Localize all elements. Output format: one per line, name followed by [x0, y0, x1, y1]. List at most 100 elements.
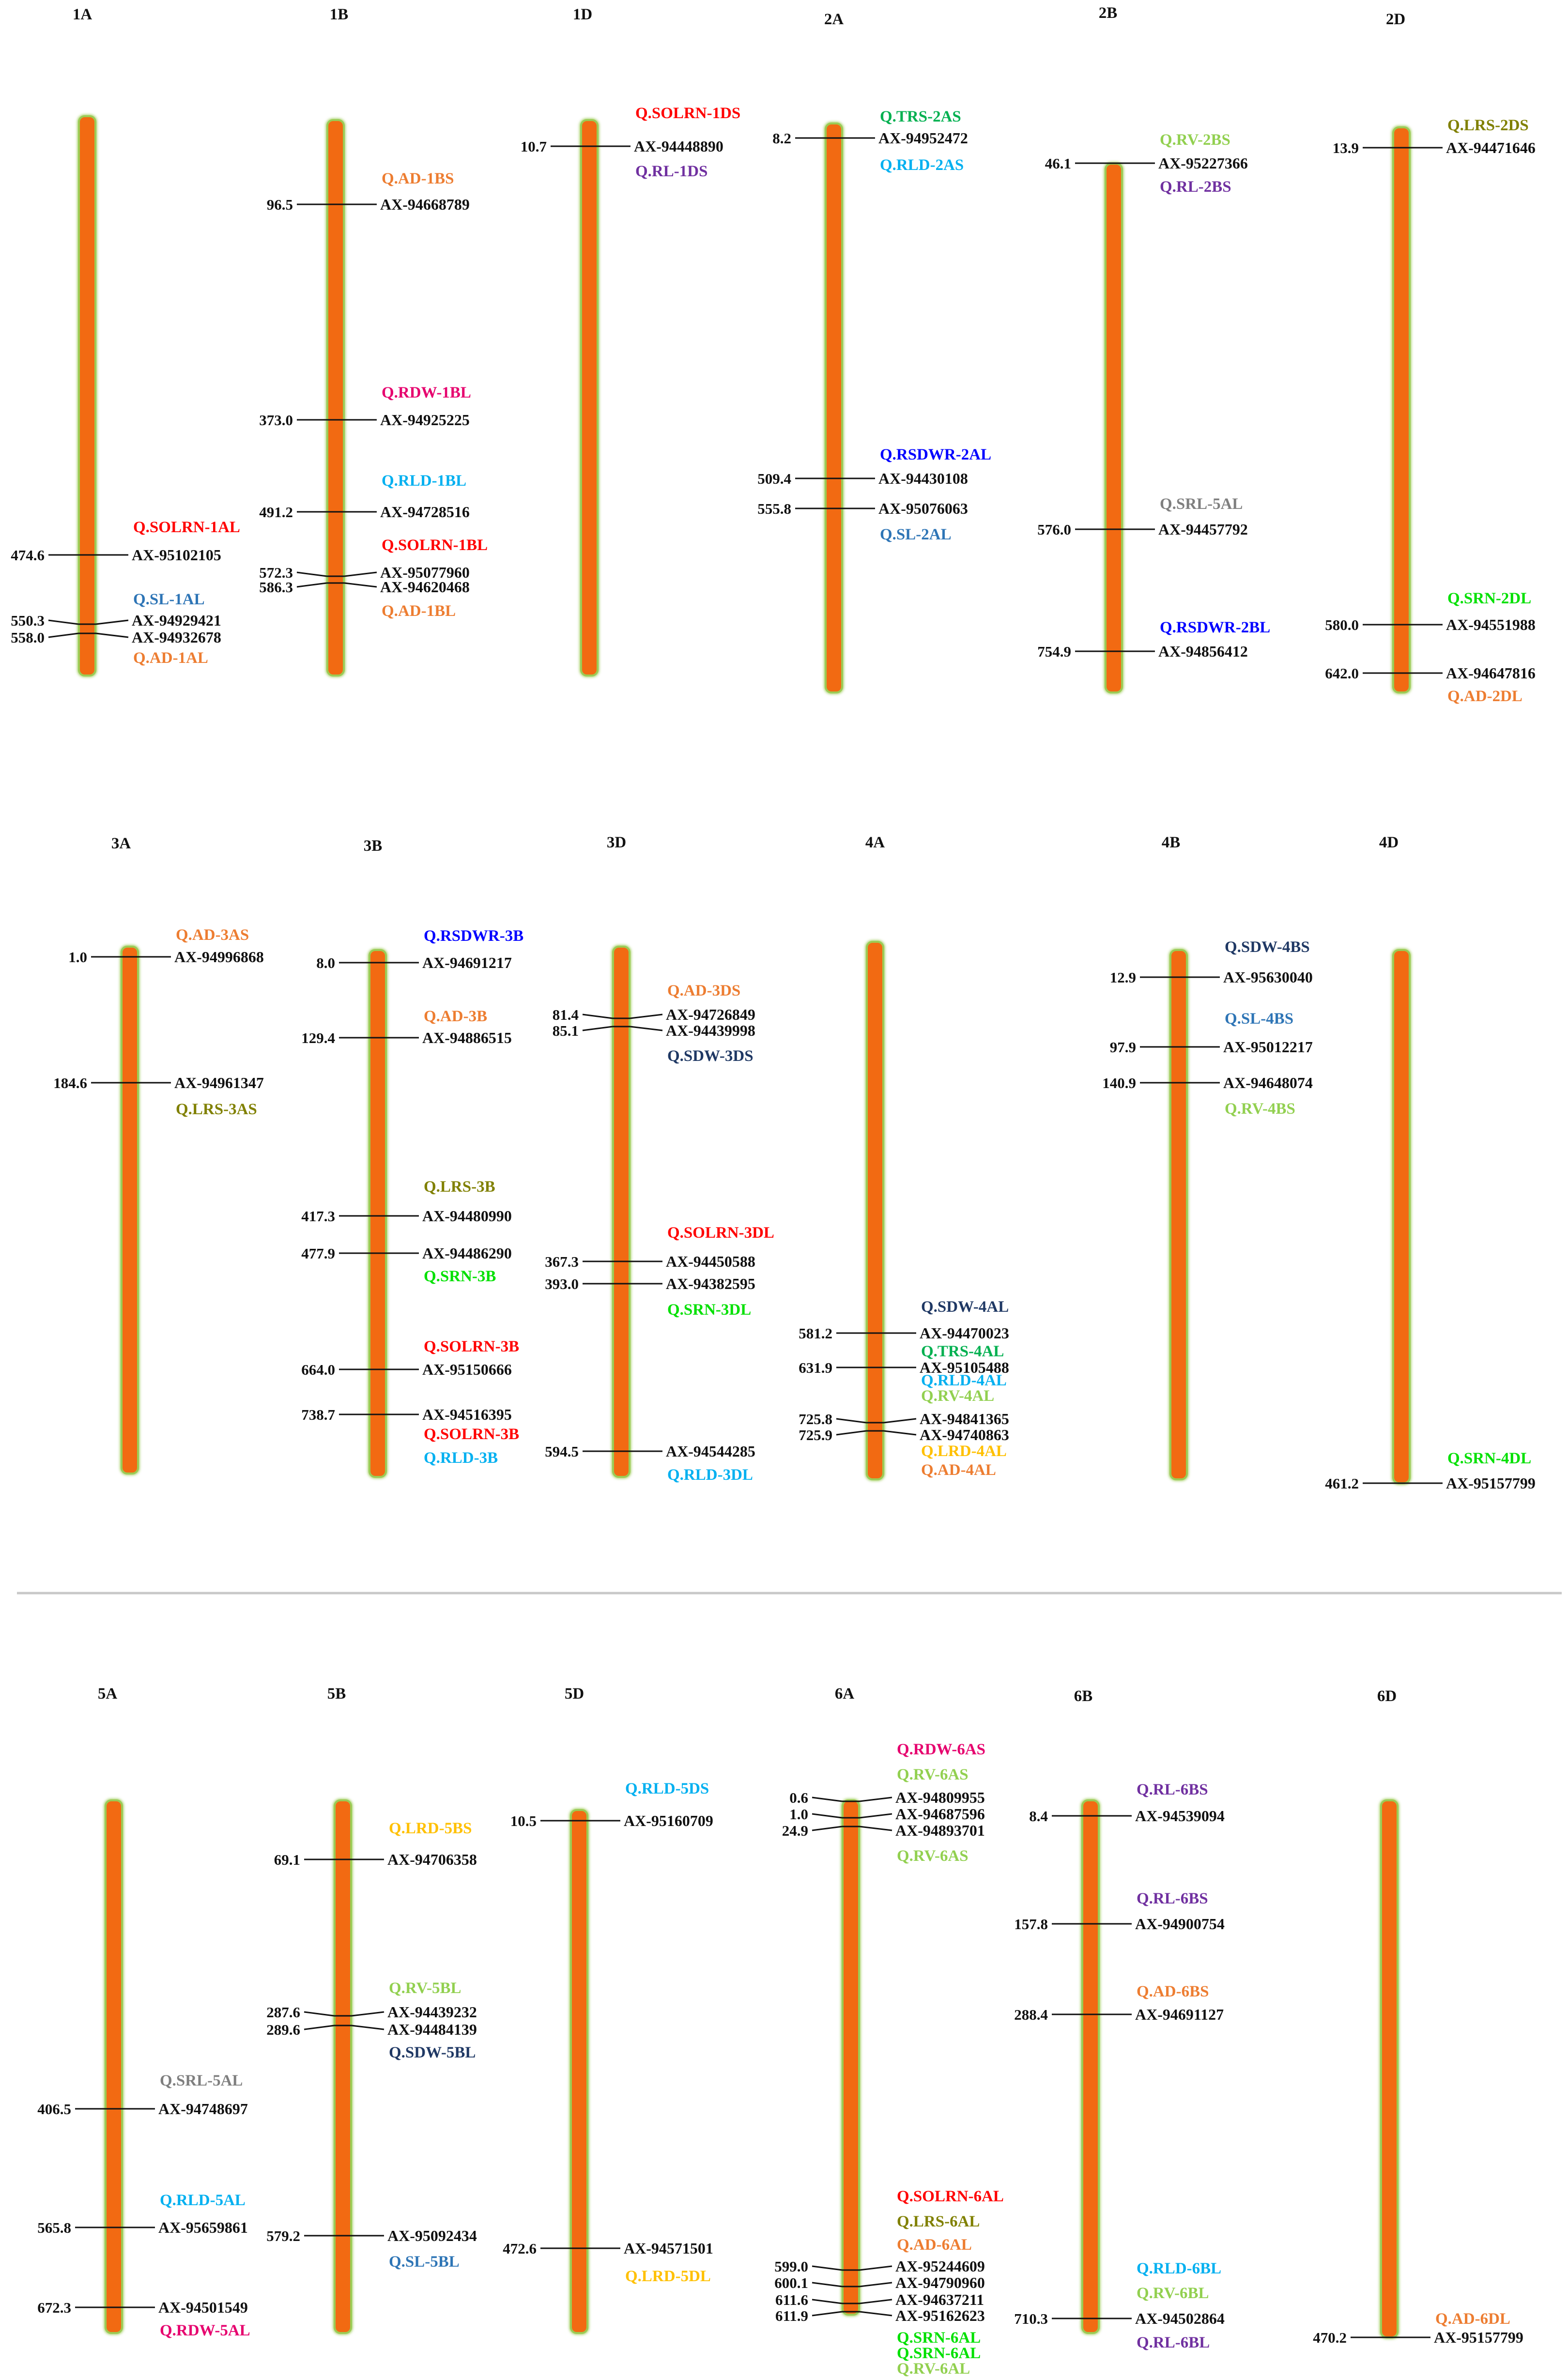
marker-name: AX-94740863: [920, 1426, 1009, 1443]
marker-position: 725.8: [799, 1411, 832, 1427]
qtl-label: Q.AD-4AL: [921, 1461, 996, 1479]
marker-name: AX-94748697: [158, 2100, 248, 2118]
qtl-label: Q.RLD-2AS: [880, 156, 964, 174]
chromosome-bar: [1081, 1799, 1100, 2334]
marker-name: AX-94484139: [387, 2021, 477, 2038]
qtl-label: Q.RLD-3DL: [667, 1466, 753, 1484]
marker-line-left: [836, 1430, 867, 1436]
qtl-label: Q.SRN-3DL: [667, 1301, 751, 1319]
marker-name: AX-94929421: [132, 612, 221, 629]
marker-name: AX-94790960: [895, 2274, 985, 2291]
marker-line-left: [812, 1813, 843, 1819]
chromosome-title: 5D: [565, 1685, 584, 1703]
marker-position: 96.5: [267, 196, 293, 213]
marker-name: AX-94571501: [624, 2240, 713, 2257]
marker-name: AX-94470023: [920, 1324, 1009, 1342]
marker-line-left: [812, 2282, 843, 2287]
marker-position: 287.6: [266, 2004, 300, 2021]
qtl-label: Q.RL-2BS: [1160, 178, 1231, 196]
marker-position: 97.9: [1110, 1039, 1136, 1056]
qtl-label: Q.SL-2AL: [880, 526, 952, 543]
marker-position: 69.1: [274, 1851, 300, 1868]
marker-name: AX-94439998: [666, 1022, 755, 1039]
qtl-label: Q.SDW-4BS: [1225, 938, 1310, 956]
marker-position: 631.9: [799, 1359, 832, 1376]
marker-name: AX-94856412: [1158, 643, 1248, 660]
chromosome-2D: 2D 13.9 AX-94471646 580.0 AX-94551988 642.0 AX…: [1325, 11, 1536, 705]
marker-line-left: [812, 2265, 843, 2271]
qtl-label: Q.AD-3DS: [667, 982, 740, 999]
chromosome-bar: [580, 119, 599, 676]
chromosome-1A: 1A 474.6 AX-95102105 550.3 AX-94929421 558.0 A…: [11, 6, 240, 677]
marker-name: AX-95160709: [624, 1812, 713, 1829]
chromosome-bar: [1169, 949, 1188, 1480]
marker-position: 738.7: [301, 1406, 335, 1423]
chromosome-bar: [842, 1799, 860, 2316]
marker-line-right: [883, 1430, 917, 1436]
marker-name: AX-94932678: [132, 629, 221, 646]
marker-line-right: [859, 2282, 892, 2287]
chromosomes: 1A 474.6 AX-95102105 550.3 AX-94929421 558.0 A…: [11, 4, 1536, 2378]
qtl-label: Q.SOLRN-1AL: [133, 519, 240, 536]
qtl-label: Q.SRN-4DL: [1447, 1450, 1531, 1467]
qtl-label: Q.AD-6DL: [1435, 2310, 1510, 2328]
chromosome-bar: [121, 946, 139, 1474]
marker-position: 1.0: [68, 949, 87, 966]
marker-line-right: [351, 2011, 384, 2017]
chromosome-title: 4A: [865, 834, 885, 851]
chromosome-title: 5B: [327, 1685, 346, 1703]
qtl-label: Q.RLD-5AL: [160, 2192, 246, 2209]
chromosome-2B: 2B 46.1 AX-95227366 576.0 AX-94457792 754.9 AX…: [1037, 4, 1270, 694]
marker-name: AX-94620468: [380, 578, 470, 596]
chromosome-title: 2D: [1386, 11, 1405, 28]
marker-position: 754.9: [1037, 643, 1071, 660]
marker-name: AX-94726849: [666, 1006, 755, 1023]
marker-position: 373.0: [259, 412, 293, 429]
chromosome-2A: 2A 8.2 AX-94952472 509.4 AX-94430108 555.8 AX-…: [757, 11, 991, 694]
qtl-label: Q.RSDWR-3B: [424, 927, 523, 945]
marker-position: 461.2: [1325, 1475, 1359, 1492]
qtl-label: Q.RDW-6AS: [897, 1741, 985, 1758]
qtl-label: Q.RL-6BL: [1137, 2334, 1210, 2351]
marker-name: AX-95157799: [1446, 1474, 1536, 1492]
marker-line-right: [344, 582, 377, 588]
chromosome-3B: 3B 8.0 AX-94691217 129.4 AX-94886515 417.3 AX-…: [301, 837, 523, 1478]
marker-position: 8.4: [1029, 1808, 1048, 1825]
marker-name: AX-94893701: [895, 1822, 985, 1839]
marker-name: AX-94382595: [666, 1275, 755, 1292]
marker-position: 576.0: [1037, 521, 1071, 538]
marker-line-left: [812, 2299, 843, 2304]
qtl-label: Q.RSDWR-2AL: [880, 446, 991, 463]
marker-name: AX-94706358: [387, 1851, 477, 1868]
chromosome-bar: [1105, 163, 1123, 693]
marker-line-left: [812, 2311, 843, 2317]
chromosome-title: 1A: [73, 6, 92, 23]
qtl-label: Q.SOLRN-3B: [424, 1426, 519, 1443]
marker-position: 580.0: [1325, 616, 1359, 633]
marker-line-left: [304, 2025, 335, 2030]
marker-line-right: [859, 1813, 892, 1819]
marker-name: AX-95227366: [1158, 154, 1248, 172]
qtl-label: Q.SL-4BS: [1225, 1010, 1293, 1028]
chromosome-1D: 1D 10.7 AX-94448890 Q.SOLRN-1DS Q.RL-1DS: [521, 6, 740, 677]
chromosome-title: 2A: [824, 11, 844, 28]
marker-name: AX-94925225: [380, 411, 470, 429]
chromosome-4D: 4D 461.2 AX-95157799 Q.SRN-4DL: [1325, 834, 1536, 1492]
marker-name: AX-94687596: [895, 1805, 985, 1823]
marker-line-left: [48, 619, 79, 625]
chromosome-4A: 4A 581.2 AX-94470023 631.9 AX-95105488 725.8 A…: [799, 834, 1009, 1481]
chromosome-5A: 5A 406.5 AX-94748697 565.8 AX-95659861 672.3 A…: [37, 1685, 250, 2339]
marker-position: 8.2: [772, 130, 791, 147]
chromosome-bar: [1392, 949, 1411, 1484]
marker-position: 140.9: [1102, 1074, 1136, 1091]
marker-line-right: [859, 2299, 892, 2304]
marker-position: 672.3: [37, 2299, 71, 2316]
marker-position: 594.5: [545, 1443, 579, 1460]
marker-line-right: [351, 2025, 384, 2030]
qtl-label: Q.RDW-5AL: [160, 2322, 250, 2339]
marker-position: 472.6: [503, 2240, 537, 2257]
chromosome-3A: 3A 1.0 AX-94996868 184.6 AX-94961347 Q.AD-3AS…: [53, 835, 264, 1475]
marker-line-right: [859, 1826, 892, 1831]
